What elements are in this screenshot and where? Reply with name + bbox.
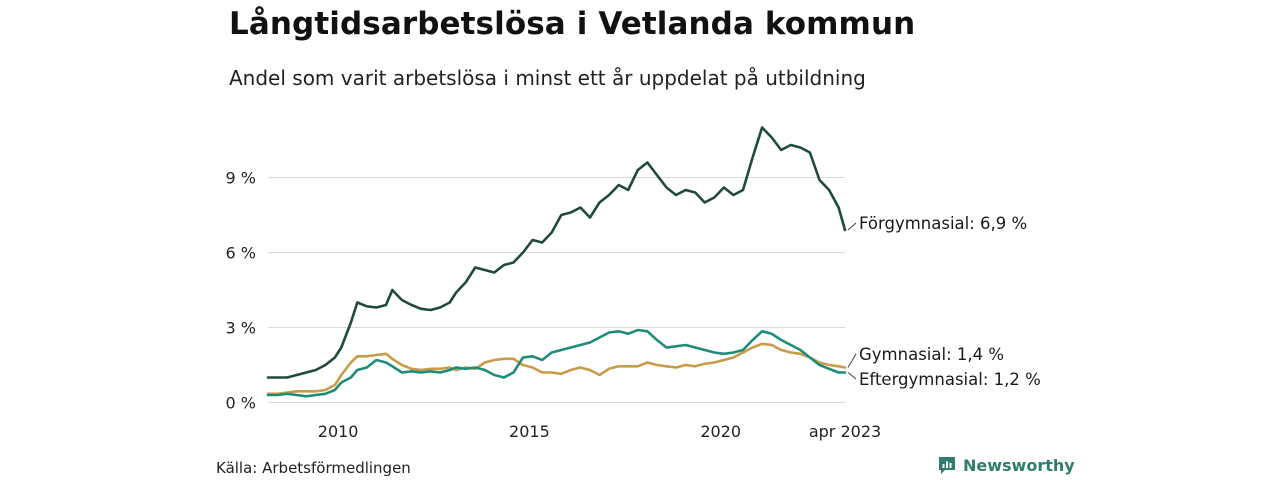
grid-lines [268, 177, 845, 403]
x-tick-label: 2020 [700, 422, 741, 441]
label-leader-line [847, 222, 857, 231]
chart-title: Långtidsarbetslösa i Vetlanda kommun [229, 6, 916, 42]
y-tick-label: 0 % [226, 394, 256, 413]
y-axis-tick-labels: 0 % 3 % 6 % 9 % [226, 169, 256, 413]
series-end-label: Förgymnasial: 6,9 % [859, 214, 1027, 233]
series-line-gymnasial [266, 342, 847, 396]
x-tick-label: 2010 [318, 422, 359, 441]
series-line-förgymnasial [266, 126, 847, 379]
y-tick-label: 9 % [226, 169, 256, 188]
chart-subtitle: Andel som varit arbetslösa i minst ett å… [229, 66, 866, 90]
label-leader-line [847, 353, 857, 368]
series-end-label: Eftergymnasial: 1,2 % [859, 370, 1041, 389]
series-line-eftergymnasial [266, 328, 847, 398]
series-lines [266, 126, 847, 398]
y-tick-label: 6 % [226, 244, 256, 263]
y-tick-label: 3 % [226, 319, 256, 338]
series-end-label: Gymnasial: 1,4 % [859, 345, 1004, 364]
source-note: Källa: Arbetsförmedlingen [216, 459, 411, 477]
x-axis-tick-labels: 2010 2015 2020 apr 2023 [318, 422, 881, 441]
x-tick-label: 2015 [509, 422, 550, 441]
brand-logo: Newsworthy [937, 455, 1075, 475]
x-tick-label: apr 2023 [809, 422, 881, 441]
label-leader-line [847, 372, 857, 380]
newsworthy-logo-icon [939, 457, 955, 474]
brand-name: Newsworthy [963, 455, 1075, 475]
series-end-labels: Förgymnasial: 6,9 % Gymnasial: 1,4 % Efter… [847, 214, 1041, 389]
